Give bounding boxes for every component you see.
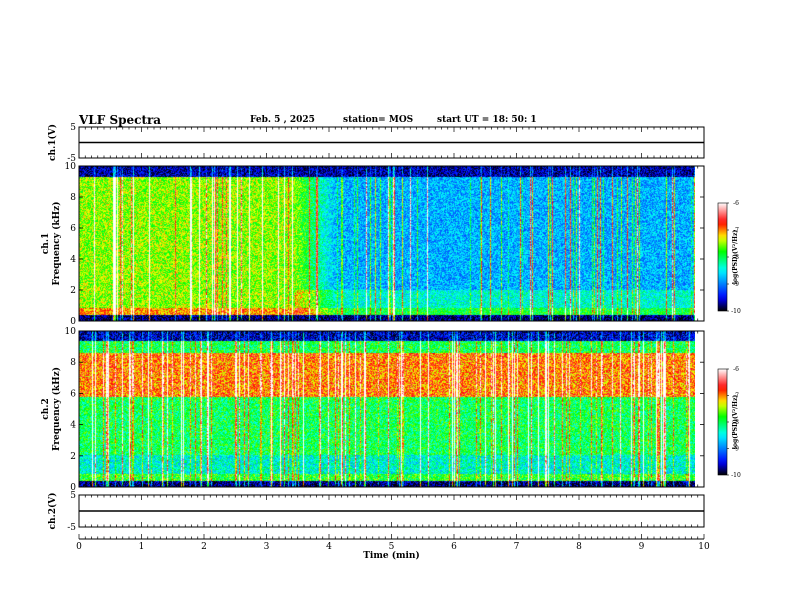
colorbar-tick-label: -9 — [733, 281, 739, 288]
colorbar-label: log(PSD)(V²/Hz) — [732, 230, 739, 285]
y-tick-label: 0 — [70, 483, 76, 493]
start-time-label: start UT = 18: 50: 1 — [437, 115, 537, 125]
y-tick-label: 6 — [70, 389, 76, 399]
colorbar-tick-label: -8 — [733, 419, 739, 426]
panel-4: 5 -5 ch.2(V) 0 1 2 3 4 5 6 7 8 9 10 Time (min) — [47, 491, 710, 561]
colorbar-tick-label: -6 — [733, 366, 739, 373]
x-tick-label: 7 — [514, 542, 520, 552]
y-axis-label-line: ch.2 — [41, 398, 51, 419]
x-tick-label: 2 — [201, 542, 207, 552]
y-tick-label: 0 — [70, 317, 76, 327]
x-tick-label: 3 — [264, 542, 270, 552]
x-tick-label: 9 — [639, 542, 645, 552]
x-tick-label: 8 — [576, 542, 582, 552]
date-label: Feb. 5 , 2025 — [250, 115, 315, 125]
y-tick-label: 8 — [70, 193, 76, 203]
x-tick-label: 5 — [389, 542, 395, 552]
y-tick-label: 2 — [70, 452, 76, 462]
colorbar-tick-label: -10 — [731, 308, 741, 315]
y-tick-label: 10 — [65, 327, 77, 337]
panel-2: 0 2 4 6 8 10 ch.1 Frequency (kHz) -6 -7 -8 -9 -10 log… — [41, 162, 741, 327]
y-tick-label: 4 — [70, 421, 76, 431]
colorbar — [717, 368, 728, 476]
y-axis-label: ch.1(V) — [47, 124, 58, 161]
spectrogram-2 — [79, 331, 695, 487]
y-tick-label: 5 — [70, 491, 76, 501]
x-tick-label: 10 — [698, 542, 710, 552]
spectrogram-1 — [79, 166, 695, 321]
y-tick-label: 10 — [65, 162, 77, 172]
y-tick-label: 8 — [70, 358, 76, 368]
colorbar-tick-label: -6 — [733, 200, 739, 207]
colorbar-label: log(PSD)(V²/Hz) — [732, 395, 739, 450]
panel-1: 5 -5 ch.1(V) — [47, 123, 705, 164]
y-axis-label-line: ch.1 — [41, 233, 51, 254]
panel-3: 0 2 4 6 8 10 ch.2 Frequency (kHz) -6 -7 -8 -9 -10 log… — [41, 327, 741, 493]
colorbar-tick-label: -8 — [733, 254, 739, 261]
y-tick-label: 4 — [70, 255, 76, 265]
y-tick-label: 6 — [70, 224, 76, 234]
colorbar-tick-label: -7 — [733, 393, 739, 400]
y-tick-label: -5 — [67, 523, 76, 533]
x-tick-label: 0 — [76, 542, 82, 552]
x-axis-label: Time (min) — [363, 550, 420, 561]
y-tick-label: -5 — [67, 154, 76, 164]
station-label: station= MOS — [343, 115, 414, 125]
y-axis-label-line: Frequency (kHz) — [51, 201, 62, 285]
y-axis-label-line: Frequency (kHz) — [51, 367, 62, 451]
chart-title: VLF Spectra — [79, 113, 162, 127]
colorbar — [717, 202, 728, 312]
colorbar-tick-label: -10 — [731, 472, 741, 479]
y-tick-label: 5 — [70, 123, 76, 133]
y-axis-label: ch.2(V) — [47, 493, 58, 530]
colorbar-tick-label: -7 — [733, 227, 739, 234]
x-tick-label: 4 — [326, 542, 332, 552]
y-tick-label: 2 — [70, 286, 76, 296]
x-tick-label: 1 — [139, 542, 145, 552]
x-tick-label: 6 — [451, 542, 457, 552]
colorbar-tick-label: -9 — [733, 446, 739, 453]
